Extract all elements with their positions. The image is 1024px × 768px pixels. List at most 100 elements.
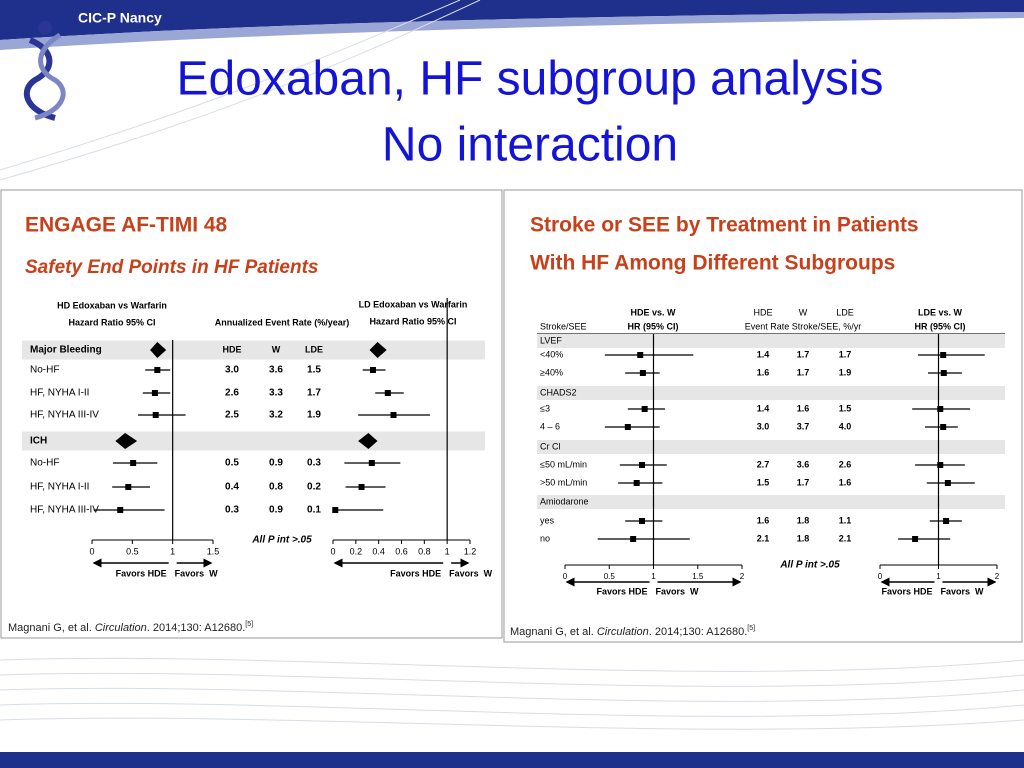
column-header: Event Rate Stroke/SEE, %/yr	[745, 321, 862, 331]
event-rate: 1.7	[307, 388, 321, 399]
tick-label: 0.5	[604, 572, 616, 581]
row-label: ≥40%	[540, 367, 563, 377]
summary-diamond	[369, 342, 387, 358]
tick-label: 2	[995, 572, 1000, 581]
group-label: LVEF	[540, 335, 562, 345]
event-rate: 3.0	[757, 421, 770, 431]
deco-line	[0, 0, 461, 171]
event-rate: 1.6	[839, 477, 852, 487]
event-rate: 1.5	[839, 403, 852, 413]
event-rate: 1.8	[797, 533, 810, 543]
group-label: Amiodarone	[540, 496, 589, 506]
favors-label: Favors W	[656, 586, 700, 596]
point-estimate	[940, 352, 947, 358]
deco-line	[0, 687, 1024, 702]
tick-label: 0	[330, 546, 335, 556]
row-label: no	[540, 533, 550, 543]
point-estimate	[151, 390, 158, 396]
event-rate: 1.7	[797, 477, 810, 487]
row-label: >50 mL/min	[540, 477, 587, 487]
point-estimate	[943, 518, 950, 524]
event-rate: 1.6	[757, 367, 770, 377]
event-rate: 3.2	[269, 410, 283, 421]
panel-title: Stroke or SEE by Treatment in Patients	[530, 214, 919, 237]
slide-title: No interaction	[382, 119, 678, 172]
panel: Stroke or SEE by Treatment in Patients Wi…	[503, 189, 1023, 643]
row-label: No-HF	[30, 458, 59, 469]
column-header: HD Edoxaban vs Warfarin	[57, 300, 167, 310]
point-estimate	[630, 536, 637, 542]
event-rate: 2.6	[839, 459, 852, 469]
event-rate: 3.3	[269, 388, 283, 399]
favors-label: Favors W	[175, 568, 219, 578]
summary-diamond	[115, 433, 138, 449]
event-rate: 1.9	[839, 367, 852, 377]
group-band	[22, 340, 485, 360]
point-estimate	[633, 480, 640, 486]
column-header: LD Edoxaban vs Warfarin	[359, 299, 468, 309]
column-header: Annualized Event Rate (%/year)	[215, 317, 350, 327]
favors-label: Favors HDE	[116, 568, 167, 578]
column-header: Stroke/SEE	[540, 321, 587, 331]
event-rate: 2.6	[225, 388, 239, 399]
tick-label: 1.5	[207, 546, 220, 556]
event-rate: 0.1	[307, 505, 321, 516]
tick-label: 1.5	[692, 572, 704, 581]
tick-label: 1	[445, 546, 450, 556]
favors-label: Favors HDE	[390, 568, 441, 578]
tick-label: 0.8	[418, 546, 431, 556]
tick-label: 0	[878, 572, 883, 581]
event-rate: 2.5	[225, 410, 239, 421]
panel-frame	[503, 189, 1023, 643]
point-estimate	[912, 536, 919, 542]
panel-title: ENGAGE AF-TIMI 48	[25, 214, 228, 237]
group-band	[537, 334, 1005, 348]
column-header: HDE	[222, 344, 241, 354]
slide-title: Edoxaban, HF subgroup analysis	[176, 53, 883, 106]
event-rate: 1.7	[839, 349, 852, 359]
group-label: ICH	[30, 436, 47, 447]
row-label: HF, NYHA III-IV	[30, 410, 99, 421]
org-name: CIC-P Nancy	[78, 10, 162, 26]
point-estimate	[390, 412, 397, 418]
group-label: Major Bleeding	[30, 345, 102, 356]
tick-label: 0	[89, 546, 94, 556]
row-label: ≤50 mL/min	[540, 459, 587, 469]
group-band	[22, 431, 485, 451]
event-rate: 3.0	[225, 365, 239, 376]
logo	[23, 21, 66, 121]
event-rate: 1.6	[797, 403, 810, 413]
citation: Magnani G, et al. Circulation. 2014;130:…	[8, 621, 253, 634]
point-estimate	[624, 424, 631, 430]
citation-part: Circulation	[597, 626, 649, 638]
p-note: All P int >.05	[251, 535, 312, 546]
point-estimate	[940, 424, 947, 430]
event-rate: 0.3	[307, 458, 321, 469]
event-rate: 1.1	[839, 515, 852, 525]
event-rate: 0.9	[269, 505, 283, 516]
point-estimate	[937, 462, 944, 468]
column-header: LDE vs. W	[918, 307, 963, 317]
row-label: HF, NYHA I-II	[30, 388, 89, 399]
point-estimate	[332, 507, 339, 513]
deco-line	[0, 672, 1024, 687]
tick-label: 1.2	[464, 546, 477, 556]
citation-part: [5]	[747, 625, 755, 632]
group-label: Cr Cl	[540, 441, 561, 451]
column-header: HDE	[753, 307, 772, 317]
event-rate: 3.6	[269, 365, 283, 376]
column-header: HR (95% CI)	[914, 321, 965, 331]
column-header: Hazard Ratio 95% CI	[369, 316, 456, 326]
row-label: <40%	[540, 349, 563, 359]
event-rate: 1.6	[757, 515, 770, 525]
row-label: ≤3	[540, 403, 550, 413]
row-label: HF, NYHA III-IV	[30, 505, 99, 516]
point-estimate	[638, 518, 645, 524]
event-rate: 2.7	[757, 459, 770, 469]
column-header: W	[272, 344, 281, 354]
citation-part: . 2014;130: A12680.	[147, 622, 245, 634]
point-estimate	[940, 370, 947, 376]
favors-label: Favors W	[941, 586, 985, 596]
